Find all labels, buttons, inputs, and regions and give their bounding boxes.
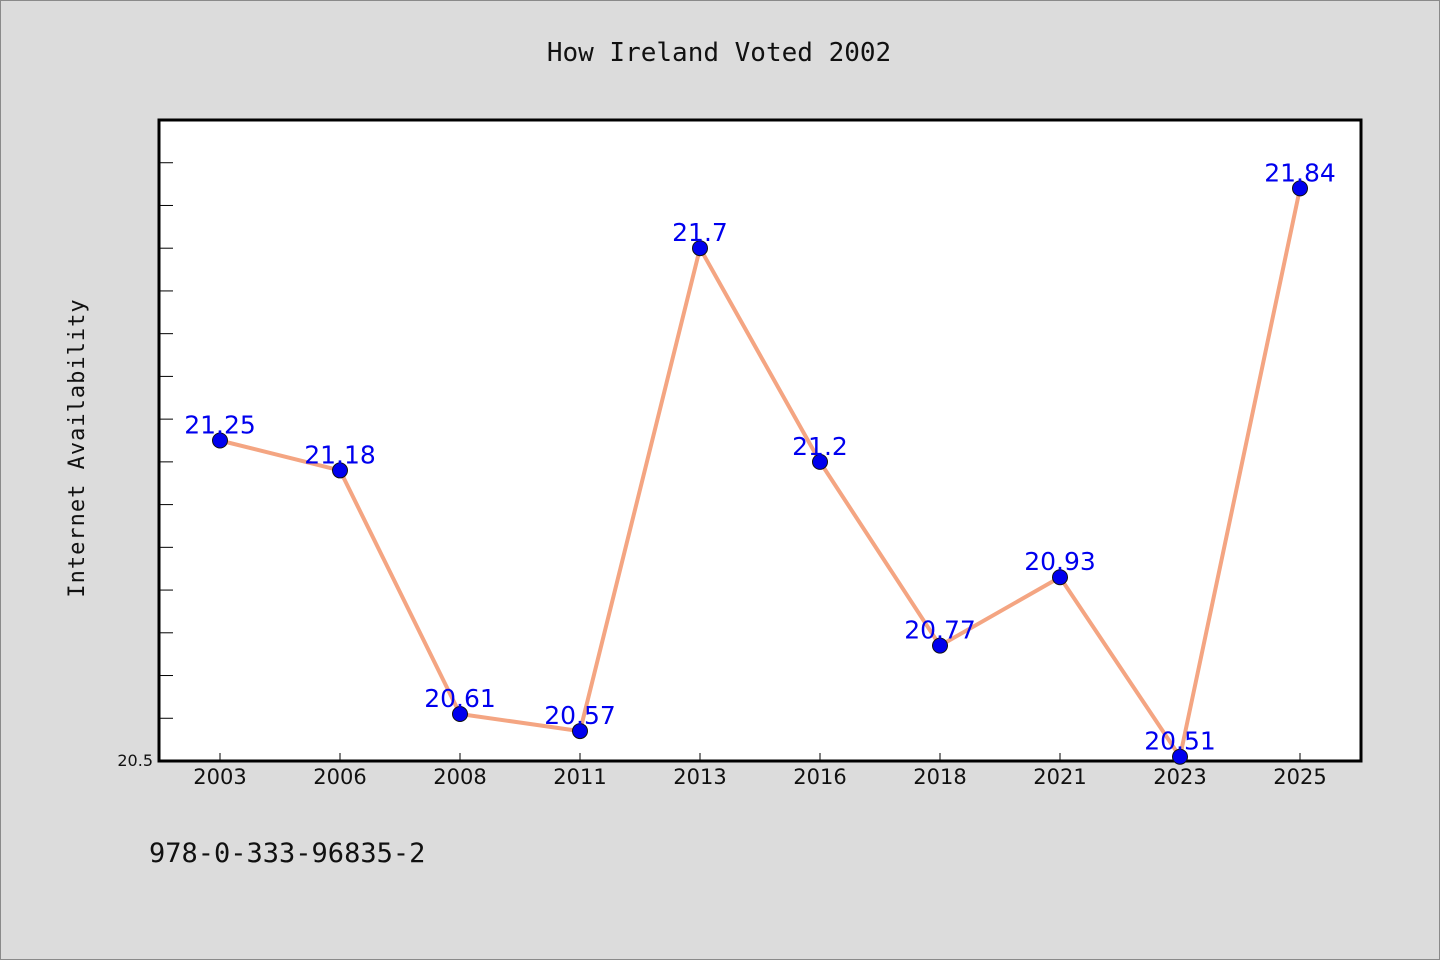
- data-label: 21.2: [792, 432, 848, 461]
- data-point: [572, 723, 588, 740]
- y-tick-label: 20.5: [117, 751, 153, 770]
- x-tick-label: 2023: [1153, 765, 1206, 789]
- data-label: 20.61: [424, 684, 496, 713]
- x-tick-label: 2016: [793, 765, 846, 789]
- data-label: 21.84: [1264, 158, 1336, 187]
- data-point: [452, 705, 468, 722]
- data-point: [692, 240, 708, 257]
- x-tick-label: 2021: [1033, 765, 1086, 789]
- x-tick-label: 2003: [193, 765, 246, 789]
- data-point: [932, 637, 948, 654]
- data-point: [332, 462, 348, 479]
- data-point: [1292, 180, 1308, 197]
- data-markers: [212, 180, 1308, 765]
- data-label: 20.77: [904, 616, 976, 645]
- footer-isbn: 978-0-333-96835-2: [149, 838, 425, 869]
- series-line-group: [218, 186, 1302, 759]
- data-label: 21.25: [184, 411, 256, 440]
- x-tick-label: 2011: [553, 765, 606, 789]
- data-point: [1052, 569, 1068, 586]
- x-tick-label: 2025: [1273, 765, 1326, 789]
- x-tick-label: 2008: [433, 765, 486, 789]
- series-line: [218, 186, 1302, 759]
- data-label: 20.93: [1024, 547, 1096, 576]
- data-label: 20.57: [544, 701, 616, 730]
- data-label: 21.18: [304, 440, 376, 469]
- data-label: 20.51: [1144, 727, 1216, 756]
- y-axis-label: Internet Availability: [65, 298, 90, 597]
- plot-area: [157, 118, 1363, 763]
- chart-title: How Ireland Voted 2002: [547, 38, 891, 68]
- x-tick-label: 2018: [913, 765, 966, 789]
- data-point: [812, 453, 828, 470]
- data-point: [212, 432, 228, 449]
- data-label: 21.7: [672, 218, 728, 247]
- data-labels: 21.25 21.18 20.61 20.57 21.7 21.2 20.77 20.93 20…: [184, 158, 1336, 755]
- y-axis-ticks: 20.5: [117, 162, 173, 770]
- x-tick-label: 2006: [313, 765, 366, 789]
- x-tick-label: 2013: [673, 765, 726, 789]
- x-axis-ticks: 2003 2006 2008 2011 2013 2016 2018 2021 2023 2025: [193, 753, 1327, 789]
- data-point: [1172, 748, 1188, 765]
